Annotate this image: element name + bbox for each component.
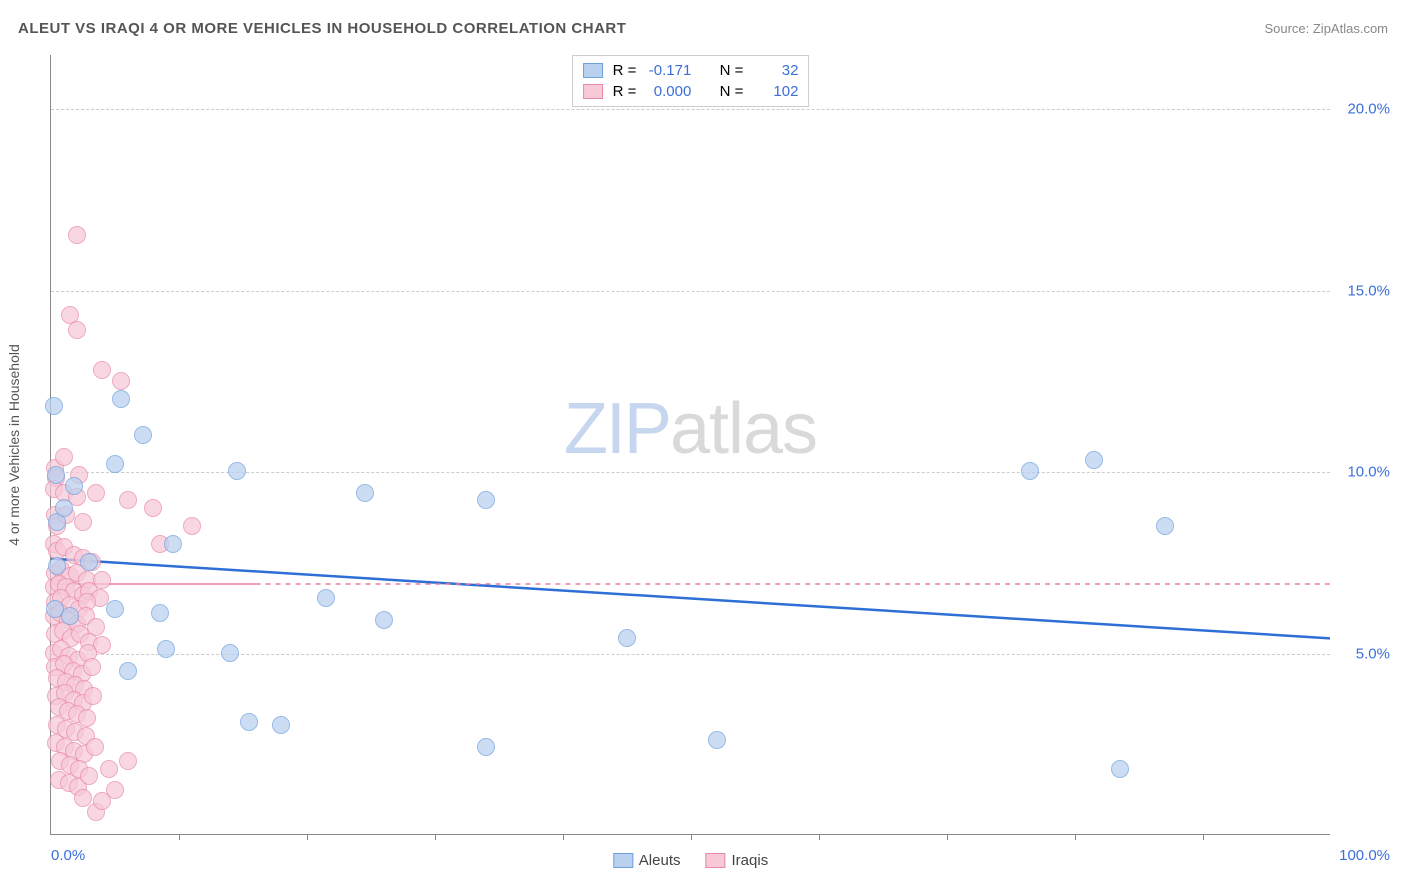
watermark: ZIPatlas bbox=[564, 388, 817, 470]
legend-swatch bbox=[706, 853, 726, 868]
scatter-point bbox=[74, 789, 92, 807]
scatter-point bbox=[119, 752, 137, 770]
scatter-point bbox=[47, 466, 65, 484]
scatter-point bbox=[1111, 760, 1129, 778]
legend-item: Aleuts bbox=[613, 852, 681, 869]
scatter-point bbox=[477, 738, 495, 756]
scatter-point bbox=[61, 607, 79, 625]
y-tick-label: 10.0% bbox=[1335, 464, 1390, 481]
legend-label: Aleuts bbox=[639, 852, 681, 869]
y-tick-label: 5.0% bbox=[1335, 645, 1390, 662]
scatter-point bbox=[1085, 451, 1103, 469]
n-value: 102 bbox=[753, 83, 798, 100]
scatter-point bbox=[80, 553, 98, 571]
x-tick bbox=[563, 834, 564, 840]
r-label: R = bbox=[613, 83, 637, 100]
series-legend: Aleuts Iraqis bbox=[613, 852, 768, 869]
scatter-point bbox=[375, 611, 393, 629]
scatter-point bbox=[221, 644, 239, 662]
source-label: Source: ZipAtlas.com bbox=[1264, 21, 1388, 36]
n-value: 32 bbox=[753, 62, 798, 79]
gridline-h bbox=[51, 109, 1330, 110]
x-tick bbox=[691, 834, 692, 840]
scatter-point bbox=[708, 731, 726, 749]
y-axis-label-container: 4 or more Vehicles in Household bbox=[0, 55, 30, 835]
x-tick bbox=[1075, 834, 1076, 840]
y-tick-label: 15.0% bbox=[1335, 282, 1390, 299]
x-tick bbox=[179, 834, 180, 840]
scatter-point bbox=[477, 491, 495, 509]
scatter-point bbox=[356, 484, 374, 502]
scatter-point bbox=[151, 604, 169, 622]
scatter-point bbox=[183, 517, 201, 535]
scatter-point bbox=[106, 455, 124, 473]
scatter-point bbox=[80, 767, 98, 785]
legend-swatch bbox=[613, 853, 633, 868]
x-tick bbox=[947, 834, 948, 840]
y-axis-label: 4 or more Vehicles in Household bbox=[6, 344, 22, 546]
x-tick bbox=[1203, 834, 1204, 840]
r-value: 0.000 bbox=[646, 83, 691, 100]
stats-legend: R = -0.171 N = 32 R = 0.000 N = 102 bbox=[572, 55, 810, 107]
scatter-point bbox=[164, 535, 182, 553]
x-tick bbox=[435, 834, 436, 840]
legend-swatch bbox=[583, 84, 603, 99]
scatter-point bbox=[74, 513, 92, 531]
scatter-point bbox=[228, 462, 246, 480]
n-label: N = bbox=[720, 62, 744, 79]
scatter-point bbox=[68, 226, 86, 244]
chart-title: ALEUT VS IRAQI 4 OR MORE VEHICLES IN HOU… bbox=[18, 20, 626, 37]
r-label: R = bbox=[613, 62, 637, 79]
title-bar: ALEUT VS IRAQI 4 OR MORE VEHICLES IN HOU… bbox=[18, 20, 1388, 37]
scatter-plot: ZIPatlas R =-0.171 N =32R =0.000 N =102 … bbox=[50, 55, 1330, 835]
legend-swatch bbox=[583, 63, 603, 78]
scatter-point bbox=[45, 397, 63, 415]
scatter-point bbox=[144, 499, 162, 517]
scatter-point bbox=[68, 321, 86, 339]
scatter-point bbox=[240, 713, 258, 731]
scatter-point bbox=[84, 687, 102, 705]
scatter-point bbox=[272, 716, 290, 734]
legend-label: Iraqis bbox=[732, 852, 769, 869]
trend-line bbox=[51, 559, 1330, 639]
n-label: N = bbox=[720, 83, 744, 100]
y-tick-label: 20.0% bbox=[1335, 101, 1390, 118]
scatter-point bbox=[618, 629, 636, 647]
scatter-point bbox=[106, 781, 124, 799]
scatter-point bbox=[87, 484, 105, 502]
scatter-point bbox=[157, 640, 175, 658]
gridline-h bbox=[51, 291, 1330, 292]
gridline-h bbox=[51, 654, 1330, 655]
scatter-point bbox=[119, 491, 137, 509]
stats-legend-row: R = 0.000 N = 102 bbox=[583, 81, 799, 102]
scatter-point bbox=[1156, 517, 1174, 535]
scatter-point bbox=[112, 372, 130, 390]
watermark-zip: ZIP bbox=[564, 389, 670, 469]
x-tick bbox=[819, 834, 820, 840]
scatter-point bbox=[112, 390, 130, 408]
stats-legend-row: R = -0.171 N = 32 bbox=[583, 60, 799, 81]
scatter-point bbox=[55, 448, 73, 466]
watermark-atlas: atlas bbox=[670, 389, 817, 469]
x-tick-label: 0.0% bbox=[51, 847, 85, 864]
scatter-point bbox=[93, 361, 111, 379]
scatter-point bbox=[119, 662, 137, 680]
scatter-point bbox=[106, 600, 124, 618]
x-tick bbox=[307, 834, 308, 840]
scatter-point bbox=[55, 499, 73, 517]
scatter-point bbox=[65, 477, 83, 495]
r-value: -0.171 bbox=[646, 62, 691, 79]
scatter-point bbox=[1021, 462, 1039, 480]
scatter-point bbox=[100, 760, 118, 778]
scatter-point bbox=[317, 589, 335, 607]
scatter-point bbox=[83, 658, 101, 676]
x-tick-label: 100.0% bbox=[1339, 847, 1390, 864]
scatter-point bbox=[86, 738, 104, 756]
scatter-point bbox=[134, 426, 152, 444]
legend-item: Iraqis bbox=[706, 852, 769, 869]
scatter-point bbox=[48, 557, 66, 575]
